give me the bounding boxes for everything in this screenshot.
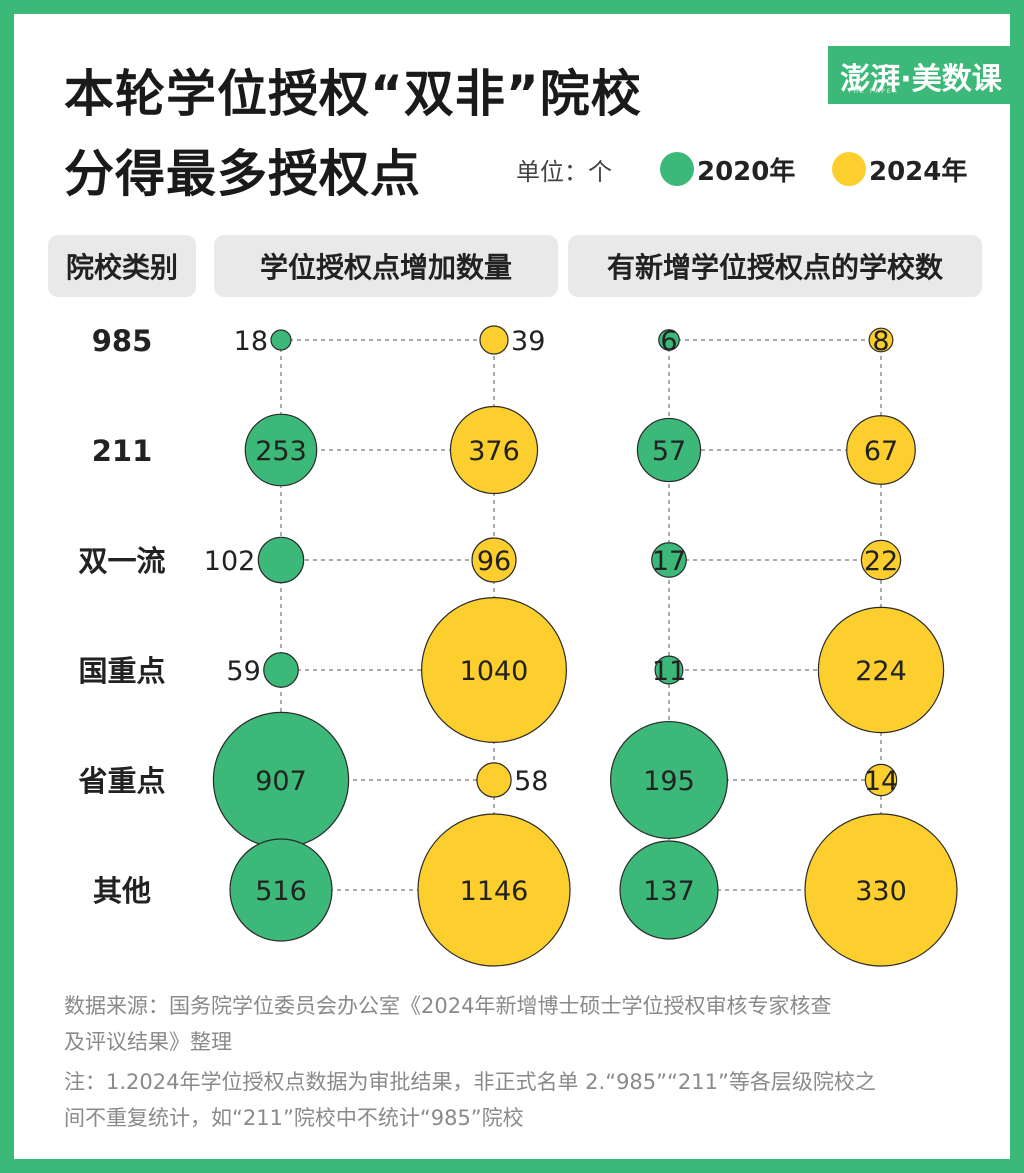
legend-dot-2020 [660,152,694,186]
value-label: 11 [652,656,686,687]
bubble-2020 [654,655,684,685]
legend-label-2020: 2020年 [697,157,796,187]
unit-label: 单位：个 [516,158,612,186]
value-label: 22 [864,546,898,577]
value-label: 58 [514,766,548,797]
logo-text: 澎湃·美数课 [840,62,1002,97]
header-points: 学位授权点增加数量 [214,235,558,297]
header-category: 院校类别 [48,235,196,297]
bubble-2024 [421,597,567,743]
legend-dot-2024 [832,152,866,186]
value-label: 137 [643,876,695,907]
bubble-2020 [636,417,702,483]
bubble-2024 [449,405,539,495]
bubble-2020 [658,329,680,351]
footer-note-2: 间不重复统计，如“211”院校中不统计“985”院校 [64,1106,524,1130]
value-label: 1040 [460,656,529,687]
bubble-2020 [229,838,333,942]
bubble-2024 [846,415,916,485]
value-label: 17 [652,546,686,577]
value-label: 39 [511,326,545,357]
bubble-2024 [476,762,512,798]
category-label: 省重点 [78,764,165,798]
bubble-2020 [244,413,318,487]
brand-logo: 澎湃·美数课 THE PAPER [828,46,1024,104]
value-label: 907 [255,766,307,797]
bubble-2020 [651,542,687,578]
header-schools: 有新增学位授权点的学校数 [568,235,982,297]
bubble-2024 [817,606,945,734]
footer-source-2: 及评议结果》整理 [64,1030,232,1054]
category-label: 211 [92,434,153,468]
bubble-2020 [270,329,292,351]
value-label: 6 [660,326,677,357]
value-label: 96 [477,546,511,577]
value-label: 59 [226,656,260,687]
footer-note-1: 注：1.2024年学位授权点数据为审批结果，非正式名单 2.“985”“211”… [64,1070,876,1094]
bubble-2020 [257,536,305,584]
value-label: 195 [643,766,695,797]
category-label: 国重点 [78,654,165,688]
bubble-2024 [804,813,958,967]
title-line-1: 本轮学位授权“双非”院校 [64,65,642,123]
value-label: 376 [468,436,520,467]
bubble-2020 [619,840,719,940]
legend-label-2024: 2024年 [869,157,968,187]
bubble-2020 [609,720,729,840]
value-label: 330 [855,876,907,907]
bubble-2020 [263,652,299,688]
title-line-2: 分得最多授权点 [64,145,421,203]
value-label: 516 [255,876,307,907]
value-label: 253 [255,436,307,467]
value-label: 1146 [460,876,529,907]
bubble-2024 [479,325,509,355]
value-label: 67 [864,436,898,467]
bubble-2024 [860,539,902,581]
value-label: 18 [234,326,268,357]
value-label: 8 [872,326,889,357]
bubble-2024 [868,327,894,353]
category-label: 其他 [93,874,151,908]
value-label: 224 [855,656,907,687]
value-label: 14 [864,766,898,797]
value-label: 57 [652,436,686,467]
bubble-2024 [471,537,517,583]
bubble-2024 [864,763,898,797]
value-label: 102 [204,546,256,577]
category-label: 双一流 [78,544,165,578]
bubble-2024 [417,813,571,967]
footer-source-1: 数据来源：国务院学位委员会办公室《2024年新增博士硕士学位授权审核专家核查 [64,994,832,1018]
category-label: 985 [92,324,153,358]
logo-subtext: THE PAPER [848,88,899,95]
